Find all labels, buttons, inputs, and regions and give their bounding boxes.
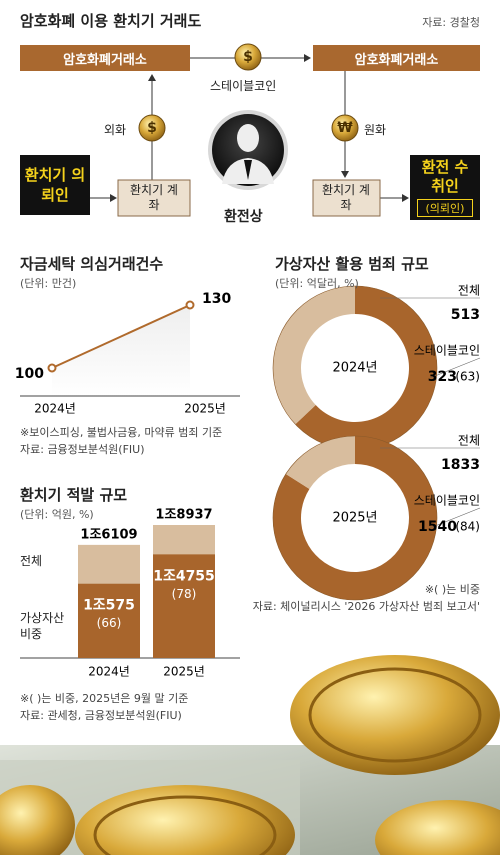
- data-label: 100: [15, 366, 44, 382]
- data-label: 1조8937: [155, 508, 212, 523]
- legend-label: 전체: [458, 284, 480, 298]
- data-label: 1조4755: [153, 568, 215, 584]
- bar: [153, 554, 215, 658]
- chart-title: 자금세탁 의심거래건수: [20, 255, 164, 273]
- coin-symbol: $: [243, 49, 253, 65]
- label: 환치기 의뢰인: [24, 166, 86, 204]
- note: 자료: 금융정보분석원(FIU): [20, 443, 145, 456]
- note: ※( )는 비중: [424, 583, 480, 596]
- leader: [429, 507, 481, 529]
- line: [51, 304, 191, 369]
- box: [117, 179, 191, 217]
- share-label: (84): [455, 520, 480, 534]
- box: [20, 45, 190, 71]
- chart-title: 가상자산 활용 범죄 규모: [275, 255, 429, 273]
- point: [185, 300, 195, 310]
- note: ※( )는 비중, 2025년은 9월 말 기준: [20, 692, 189, 705]
- slice: [273, 436, 438, 600]
- data-label: 1조575: [83, 598, 135, 614]
- label: 환치기 계좌: [322, 183, 370, 212]
- person-icon: [208, 110, 288, 190]
- note: 자료: 체이널리시스 '2026 가상자산 범죄 보고서': [252, 600, 480, 613]
- x-tick-label: 2024년: [88, 665, 130, 679]
- label: 암호화폐거래소: [354, 52, 439, 68]
- source: 자료: 경찰청: [422, 16, 480, 29]
- coin-symbol: $: [147, 120, 157, 136]
- share-label: (78): [172, 587, 197, 601]
- x-tick-label: 2025년: [184, 402, 226, 416]
- label: 원화: [364, 123, 387, 137]
- ring-edge: [272, 435, 438, 601]
- label: 암호화폐거래소: [63, 52, 147, 68]
- x-tick-label: 2025년: [163, 665, 205, 679]
- share-label: (66): [97, 616, 122, 630]
- data-label: 1조6109: [80, 527, 137, 542]
- unit: (단위: 억달러, %): [275, 277, 359, 290]
- data-label: 1833: [441, 457, 480, 473]
- label: 환전상: [224, 209, 263, 225]
- legend-label: 가상자산 비중: [20, 611, 65, 641]
- slice: [285, 436, 355, 490]
- note: ※보이스피싱, 불법사금융, 마약류 범죄 기준: [20, 426, 223, 439]
- x-tick-label: 2024년: [34, 402, 76, 416]
- label: 스테이블코인: [210, 79, 277, 93]
- data-label: 513: [451, 307, 480, 323]
- slice: [272, 286, 355, 425]
- coin: [138, 114, 166, 142]
- coin: [234, 43, 262, 71]
- title: 암호화폐 이용 환치기 거래도: [20, 12, 202, 30]
- note: 자료: 관세청, 금융정보분석원(FIU): [20, 709, 182, 722]
- box: [410, 155, 480, 220]
- coin: [331, 114, 359, 142]
- legend-label: 전체: [20, 554, 43, 568]
- label: 외화: [104, 123, 127, 137]
- box: [20, 155, 90, 215]
- legend-label: 전체: [458, 434, 480, 448]
- area: [52, 305, 190, 396]
- leader: [429, 357, 481, 379]
- box: [313, 45, 480, 71]
- slice: [295, 286, 437, 450]
- unit: (단위: 만건): [20, 277, 77, 290]
- legend-label: 스테이블코인: [414, 494, 480, 508]
- coin-photo: [0, 655, 500, 855]
- label: 환치기 계좌: [130, 183, 178, 212]
- bar: [78, 583, 140, 658]
- data-label: 323: [428, 369, 457, 385]
- label: 환전 수취인: [421, 158, 469, 195]
- share-label: (63): [455, 370, 480, 384]
- chart-title: 환치기 적발 규모: [20, 486, 128, 504]
- data-label: 130: [202, 291, 231, 307]
- legend-label: 스테이블코인: [414, 344, 480, 358]
- label: (의뢰인): [417, 199, 473, 217]
- box: [312, 179, 381, 217]
- point: [47, 363, 57, 373]
- coin-symbol: ₩: [337, 120, 353, 136]
- data-label: 1540: [418, 519, 457, 535]
- unit: (단위: 억원, %): [20, 508, 94, 521]
- center-label: 2024년: [332, 361, 377, 376]
- center-label: 2025년: [332, 511, 377, 526]
